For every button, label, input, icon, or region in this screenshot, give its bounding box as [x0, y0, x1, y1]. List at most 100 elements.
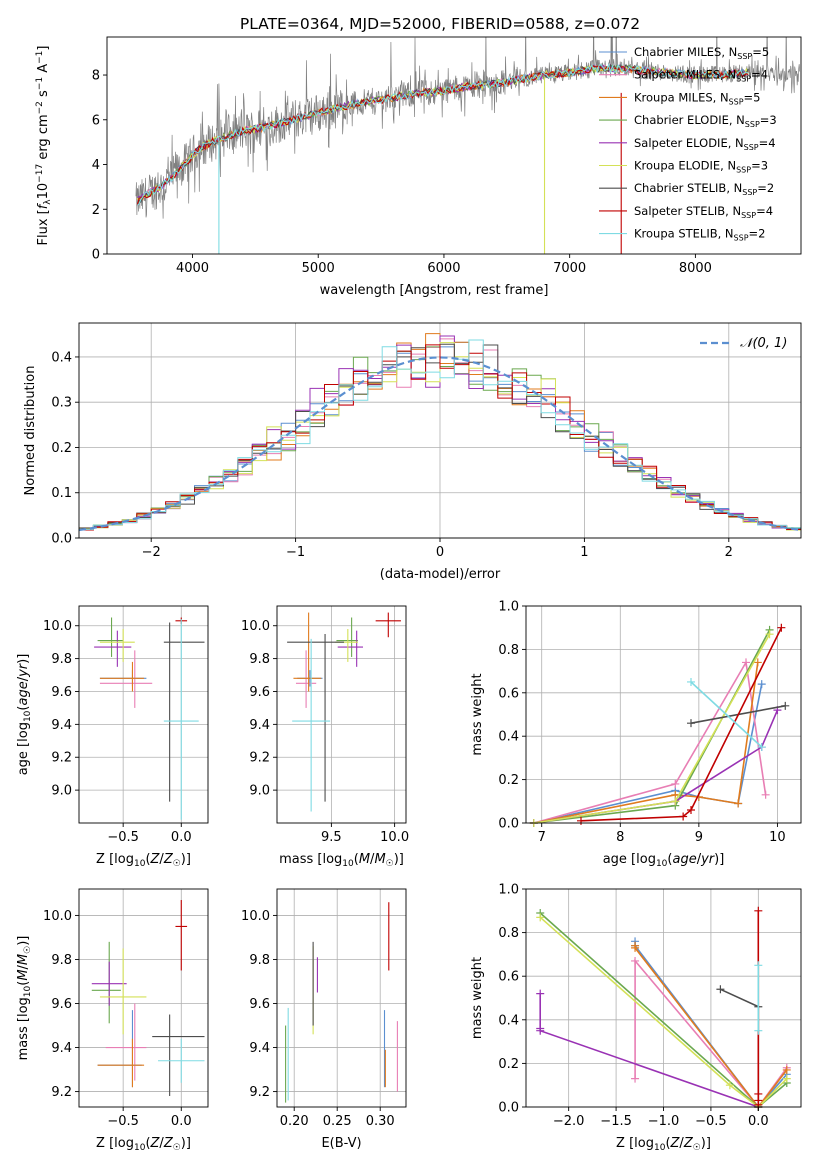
marker-kroupa_stelib	[754, 961, 763, 970]
x-tick-label: 0	[436, 545, 444, 560]
label-part: age	[672, 852, 696, 867]
y-tick-label: 9.2	[249, 1085, 270, 1100]
label-part: f	[36, 202, 51, 209]
y-tick-label: 10.0	[241, 619, 270, 634]
label-part: /	[370, 852, 375, 867]
y-tick-label: 8	[92, 69, 100, 84]
y-axis-label: mass [log10(M/M☉)]	[16, 936, 33, 1061]
label-part: Z [log	[616, 1136, 654, 1151]
x-tick-label: 0.0	[171, 1114, 192, 1129]
axes-frame	[276, 605, 407, 824]
x-tick-label: −2	[142, 545, 161, 560]
marker-kroupa_miles	[753, 658, 762, 667]
label-part: ☉	[173, 1143, 181, 1153]
label-part: −1	[35, 77, 45, 90]
legend-sub: SSP	[745, 120, 760, 129]
label-part: )]	[714, 852, 724, 867]
x-tick-label: 0.0	[748, 1114, 769, 1129]
label-part: (	[667, 852, 672, 867]
y-axis-label: mass weight	[470, 957, 485, 1039]
y-tick-label: 9.2	[249, 751, 270, 766]
legend-label: Chabrier MILES, NSSP=5	[634, 45, 769, 61]
legend-label: 𝒩(0, 1)	[740, 336, 787, 351]
legend-sub: SSP	[734, 234, 749, 243]
x-tick-label: −1.0	[648, 1114, 680, 1129]
marker-kroupa_elodie	[782, 1074, 791, 1083]
x-tick-label: 8	[616, 830, 624, 845]
y-axis-label: Normed distribution	[23, 366, 38, 496]
label-part: 10	[134, 1143, 146, 1153]
legend-tail: =3	[760, 113, 777, 127]
hist-kroupa_stelib	[79, 339, 801, 530]
marker-kroupa_stelib	[757, 743, 766, 752]
label-part: (	[354, 852, 359, 867]
y-tick-label: 0.0	[498, 1101, 519, 1116]
y-tick-label: 9.8	[249, 652, 270, 667]
marker-salpeter_stelib	[687, 805, 695, 814]
label-part: age [log	[603, 852, 656, 867]
hist-salpeter_stelib	[79, 344, 801, 531]
x-axis-label: wavelength [Angstrom, rest frame]	[320, 283, 549, 298]
x-tick-label: −2.0	[553, 1114, 585, 1129]
weights-kroupa_stelib	[690, 681, 763, 748]
label-part: ☉	[386, 859, 394, 869]
marker-salpeter_stelib	[754, 906, 763, 915]
label-part: 10	[134, 859, 146, 869]
label-part: age	[16, 681, 31, 705]
label-part: Z	[163, 1136, 174, 1151]
y-tick-label: 0.4	[51, 350, 72, 365]
x-tick-label: 8000	[679, 261, 712, 276]
y-tick-label: 9.0	[249, 784, 270, 799]
x-tick-label: 4000	[176, 261, 209, 276]
y-axis-label: Flux [fλ10−17 erg cm−2 s−1 A−1]	[35, 46, 53, 246]
panel-mass_weight_vs_age: 7 8 9 10 0.0 0.2 0.4 0.6 0.8 1.0 mass weight age [l…	[470, 600, 802, 869]
label-part: 10	[23, 985, 33, 997]
marker-chabrier_stelib	[716, 985, 725, 994]
marker-chabrier_miles	[757, 680, 766, 689]
marker-kroupa_miles	[734, 799, 743, 808]
legend-tail: =3	[751, 159, 768, 173]
y-tick-label: 9.8	[51, 953, 72, 968]
label-part: Z [log	[96, 1136, 134, 1151]
label-part: Z	[163, 852, 174, 867]
errorbars	[91, 900, 205, 1096]
axes-frame	[276, 888, 407, 1108]
label-part: mass [log	[279, 852, 342, 867]
x-tick-label: −1.5	[600, 1114, 632, 1129]
normal-curve	[78, 356, 802, 532]
label-part: A	[36, 64, 51, 77]
marker-salpeter_elodie	[536, 1026, 545, 1035]
legend-label: Salpeter ELODIE, NSSP=4	[634, 136, 776, 152]
y-axis-label: age [log10(age/yr)]	[16, 654, 33, 776]
marker-kroupa_elodie	[765, 630, 774, 639]
marker-kroupa_miles	[782, 1065, 791, 1074]
weights-kroupa_elodie	[539, 916, 788, 1109]
marker-salpeter_miles	[742, 658, 750, 667]
label-part: Z	[150, 852, 161, 867]
y-tick-label: 9.2	[51, 1085, 72, 1100]
label-part: λ	[43, 199, 53, 205]
y-tick-label: 9.6	[249, 997, 270, 1012]
legend-label: Kroupa MILES, NSSP=5	[634, 90, 760, 106]
label-part: yr	[700, 852, 716, 867]
label-part: M	[16, 954, 31, 965]
legend-text: Kroupa ELODIE, N	[634, 159, 736, 173]
x-axis-label: age [log10(age/yr)]	[603, 852, 725, 869]
legend-label: Salpeter MILES, NSSP=4	[634, 68, 768, 84]
x-axis-label: E(B-V)	[321, 1136, 361, 1151]
weights-salpeter_miles	[533, 660, 767, 824]
panel-spectrum: 4000 5000 6000 7000 8000 0 2 4 6 8 wavelength [Ang…	[35, 36, 802, 298]
x-tick-label: 0.0	[171, 830, 192, 845]
legend-text: Salpeter STELIB, N	[634, 204, 741, 218]
label-part: )]	[181, 852, 191, 867]
data-spectrum	[135, 37, 801, 219]
y-tick-label: 10.0	[241, 909, 270, 924]
label-part: (	[145, 1136, 150, 1151]
label-part: Flux [	[36, 209, 51, 245]
label-part: Z	[150, 1136, 161, 1151]
axes-frame	[78, 888, 209, 1108]
marker-chabrier_stelib	[687, 719, 695, 728]
label-part: −2	[35, 101, 45, 114]
label-part: age [log	[16, 722, 31, 775]
